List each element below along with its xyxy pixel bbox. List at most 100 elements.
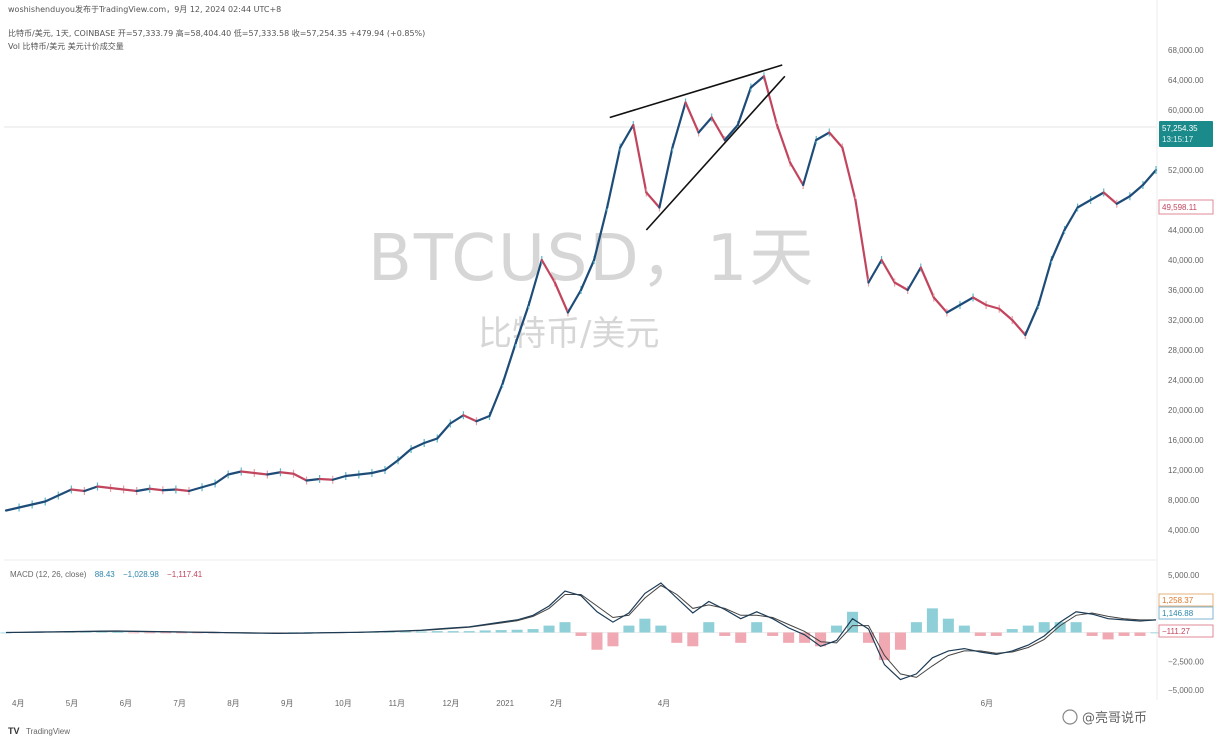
- price-series-layer: [4, 72, 1158, 512]
- countdown-text: 13:15:17: [1162, 135, 1194, 144]
- macd-hist-bar: [1134, 632, 1146, 636]
- macd-hist-bar: [751, 622, 763, 633]
- macd-hist-bar: [655, 625, 667, 633]
- price-segment: [331, 474, 347, 481]
- price-segment: [1063, 206, 1079, 232]
- y-tick-label: 36,000.00: [1168, 286, 1204, 295]
- macd-hist-bar: [623, 625, 635, 633]
- macd-hist-bar: [926, 608, 938, 633]
- macd-hist-bar: [1102, 632, 1114, 640]
- price-segment: [396, 447, 413, 462]
- macd-hist-bar: [607, 632, 619, 647]
- ohlc-line: 比特币/美元, 1天, COINBASE 开=57,333.79 高=58,40…: [8, 29, 426, 38]
- price-segment: [122, 488, 138, 493]
- macd-layer: 5,000.00 −2,500.00 −5,000.00: [0, 571, 1204, 695]
- price-segment: [684, 101, 700, 134]
- x-tick-label: 8月: [227, 699, 239, 708]
- price-segment: [266, 471, 282, 476]
- secondary-price-text: 49,598.11: [1162, 203, 1198, 212]
- price-segment: [592, 206, 609, 262]
- macd-hist-bar: [128, 632, 140, 634]
- x-tick-label: 5月: [66, 699, 78, 708]
- price-segment: [762, 75, 779, 127]
- time-axis: 4月 5月 6月 7月 8月 9月 10月 11月 12月 2021 2月 4月 6月: [12, 699, 993, 708]
- price-segment: [213, 473, 230, 485]
- price-segment: [710, 116, 726, 142]
- macd-hist-bar: [479, 630, 491, 633]
- x-tick-label: 2021: [496, 699, 514, 708]
- y-tick-label: 16,000.00: [1168, 436, 1204, 445]
- price-segment: [514, 303, 530, 345]
- macd-badge-3: −111.27: [1158, 624, 1214, 638]
- macd-hist-bar: [1022, 625, 1034, 633]
- y-tick-label: 52,000.00: [1168, 166, 1204, 175]
- macd-hist-bar: [383, 631, 395, 633]
- price-segment: [540, 258, 556, 284]
- macd-signal-value: −1,117.41: [167, 570, 203, 579]
- price-segment: [985, 303, 1001, 310]
- y-tick-label: 28,000.00: [1168, 346, 1204, 355]
- macd-label: MACD (12, 26, close) 88.43 −1,028.98 −1,…: [10, 570, 203, 579]
- macd-hist-bar: [1070, 622, 1082, 633]
- macd-hist-bar: [559, 622, 571, 633]
- y-tick-label: 60,000.00: [1168, 106, 1204, 115]
- macd-badge-3-text: −111.27: [1162, 627, 1191, 636]
- macd-hist-bar: [719, 632, 731, 636]
- x-tick-label: 2月: [550, 699, 562, 708]
- secondary-price-badge: 49,598.11: [1158, 199, 1214, 215]
- macd-badge-1: 1,258.37: [1158, 593, 1214, 607]
- price-segment: [161, 488, 177, 492]
- macd-hist-bar: [862, 632, 875, 643]
- y-tick-label: 12,000.00: [1168, 466, 1204, 475]
- price-segment: [645, 191, 661, 209]
- price-segment: [919, 266, 935, 299]
- macd-hist-bar: [1150, 632, 1162, 634]
- x-tick-label: 6月: [981, 699, 993, 708]
- macd-badge-1-text: 1,258.37: [1162, 596, 1194, 605]
- macd-hist-bar: [671, 632, 683, 643]
- macd-hist-bar: [735, 632, 747, 643]
- macd-hist-bar: [527, 629, 539, 633]
- price-segment: [279, 471, 295, 475]
- price-segment: [1011, 318, 1027, 337]
- y-tick-label: 40,000.00: [1168, 256, 1204, 265]
- x-tick-label: 4月: [12, 699, 24, 708]
- price-segment: [893, 281, 909, 292]
- price-segment: [410, 441, 426, 451]
- price-segment: [501, 342, 517, 385]
- price-segment: [945, 303, 962, 314]
- price-segment: [658, 146, 674, 209]
- macd-hist-bar: [974, 632, 986, 636]
- macd-hist-bar: [1086, 632, 1098, 636]
- price-segment: [723, 123, 739, 142]
- macd-hist-bar: [176, 632, 188, 634]
- x-tick-label: 12月: [442, 699, 459, 708]
- price-segment: [370, 468, 387, 475]
- y-tick-label: 4,000.00: [1168, 526, 1200, 535]
- price-segment: [828, 131, 844, 149]
- x-tick-label: 9月: [281, 699, 293, 708]
- price-segment: [200, 482, 217, 489]
- price-segment: [606, 146, 622, 209]
- macd-hist-bar: [815, 632, 827, 647]
- macd-hist-bar: [639, 618, 651, 633]
- price-segment: [4, 506, 21, 512]
- macd-hist-bar: [543, 625, 555, 633]
- price-segment: [854, 198, 870, 284]
- price-segment: [527, 258, 543, 307]
- macd-tick-label: 5,000.00: [1168, 571, 1200, 580]
- price-segment: [1115, 195, 1131, 205]
- price-segment: [788, 161, 805, 187]
- y-tick-label: 8,000.00: [1168, 496, 1200, 505]
- price-segment: [17, 503, 34, 509]
- y-tick-label: 20,000.00: [1168, 406, 1204, 415]
- weibo-icon: [1062, 709, 1078, 725]
- macd-hist-bar: [415, 631, 427, 633]
- tradingview-logo: TV TradingView: [8, 726, 70, 736]
- price-segment: [423, 437, 439, 445]
- price-segment: [109, 486, 125, 491]
- macd-hist-bar: [910, 622, 922, 633]
- price-segment: [383, 459, 400, 472]
